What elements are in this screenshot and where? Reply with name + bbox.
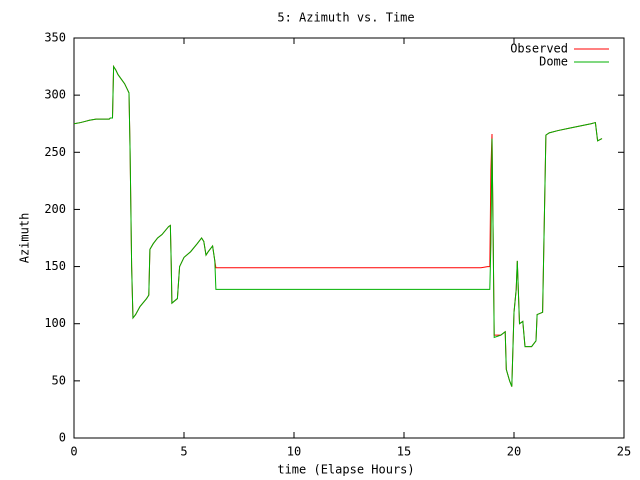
y-tick-label: 300 <box>44 88 66 102</box>
y-tick-label: 50 <box>52 373 66 387</box>
series-line <box>73 64 603 387</box>
x-axis-label: time (Elapse Hours) <box>277 463 414 477</box>
x-tick-label: 5 <box>180 445 187 459</box>
y-tick-label: 100 <box>44 316 66 330</box>
y-tick-label: 200 <box>44 202 66 216</box>
y-tick-label: 0 <box>59 431 66 445</box>
y-tick-label: 150 <box>44 259 66 273</box>
legend-label: Dome <box>539 55 568 69</box>
x-tick-label: 0 <box>70 445 77 459</box>
chart-title: 5: Azimuth vs. Time <box>277 11 414 25</box>
x-tick-label: 10 <box>287 445 301 459</box>
x-tick-label: 25 <box>617 445 631 459</box>
x-tick-label: 15 <box>397 445 411 459</box>
series-line <box>73 64 603 387</box>
y-tick-label: 250 <box>44 145 66 159</box>
y-tick-label: 350 <box>44 31 66 45</box>
plot-frame <box>73 37 625 439</box>
x-tick-label: 20 <box>507 445 521 459</box>
legend-label: Observed <box>510 42 568 56</box>
y-axis-label: Azimuth <box>18 213 32 264</box>
